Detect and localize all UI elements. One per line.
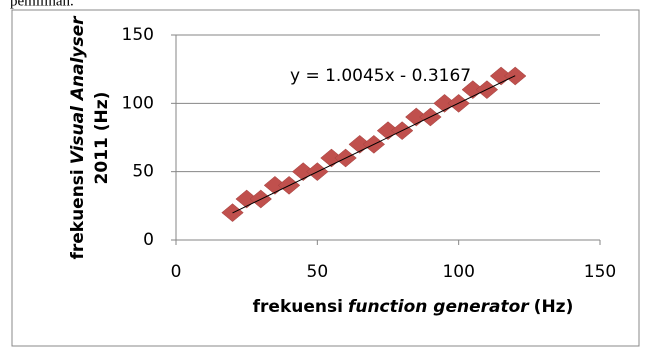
x-tick-label: 0 bbox=[171, 262, 182, 282]
x-label-part: frekuensi bbox=[253, 297, 343, 317]
x-label-part: (Hz) bbox=[534, 297, 574, 317]
chart-frame bbox=[11, 9, 640, 347]
trendline bbox=[232, 75, 516, 214]
y-label-line: 2011 (Hz) bbox=[92, 92, 112, 185]
x-tick-label: 100 bbox=[442, 262, 474, 282]
y-label-part: frekuensi bbox=[68, 169, 88, 259]
y-axis-label: frekuensi Visual Analyser 2011 (Hz) bbox=[68, 15, 112, 260]
y-tick-label: 100 bbox=[122, 93, 154, 113]
trendline-equation: y = 1.0045x - 0.3167 bbox=[290, 66, 471, 86]
x-label-part: function generator bbox=[348, 297, 530, 317]
x-tick-label: 150 bbox=[584, 262, 616, 282]
y-tick-label: 50 bbox=[132, 162, 154, 182]
y-tick-label: 150 bbox=[122, 25, 154, 45]
y-tick-label: 0 bbox=[143, 230, 154, 250]
page-text: pemilihan. bbox=[10, 0, 74, 9]
x-axis-label: frekuensi function generator (Hz) bbox=[253, 297, 574, 317]
x-tick-label: 50 bbox=[307, 262, 329, 282]
y-label-line: frekuensi Visual Analyser bbox=[68, 15, 88, 260]
y-label-part: Visual Analyser bbox=[68, 15, 88, 164]
